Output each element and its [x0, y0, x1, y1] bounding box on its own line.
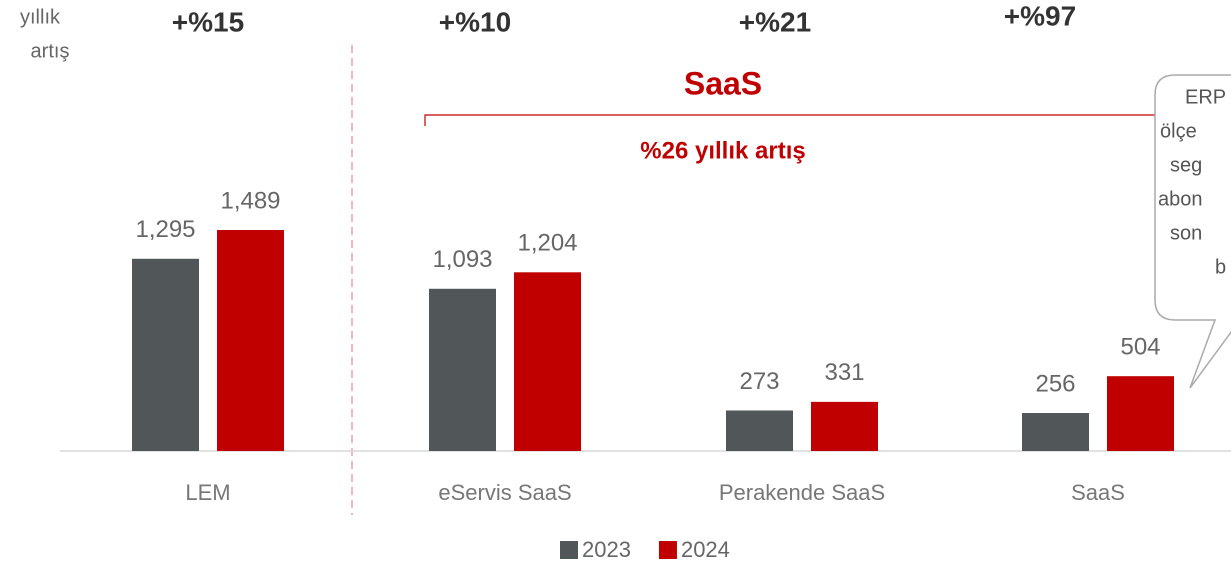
- data-label: 1,204: [517, 230, 577, 257]
- bar: [811, 401, 878, 451]
- x-tick-label: SaaS: [1071, 480, 1125, 505]
- bar: [726, 410, 793, 451]
- data-label: 1,093: [432, 246, 492, 273]
- callout-text: abon: [1158, 188, 1203, 210]
- group-growth: %26 yıllık artış: [640, 137, 805, 164]
- callout-text: ERP: [1185, 86, 1226, 108]
- x-tick-label: Perakende SaaS: [719, 480, 885, 505]
- bar: [217, 230, 284, 451]
- data-label: 1,295: [135, 216, 195, 243]
- callout-box: [1154, 74, 1231, 389]
- x-tick-label: LEM: [185, 480, 230, 505]
- callout-text: ölçe: [1160, 120, 1197, 142]
- legend-swatch: [658, 541, 677, 559]
- data-label: 256: [1035, 370, 1075, 397]
- callout-text: seg: [1170, 154, 1202, 176]
- growth-label: +%15: [172, 6, 244, 37]
- callout-text: b: [1215, 256, 1226, 278]
- growth-label: +%21: [739, 6, 811, 37]
- growth-label: +%10: [439, 6, 511, 37]
- growth-label: +%97: [1004, 0, 1076, 31]
- bar: [132, 258, 199, 451]
- data-label: 331: [824, 359, 864, 386]
- x-tick-label: eServis SaaS: [438, 480, 571, 505]
- legend-label: 2024: [681, 537, 730, 562]
- legend-swatch: [560, 541, 578, 559]
- group-title: SaaS: [684, 65, 762, 101]
- bar: [429, 288, 496, 451]
- data-label: 273: [739, 368, 779, 395]
- data-label: 504: [1120, 334, 1160, 361]
- callout-text: son: [1170, 222, 1202, 244]
- legend-label: 2023: [582, 537, 631, 562]
- bar: [1022, 413, 1089, 451]
- growth-caption: yıllık: [20, 6, 61, 28]
- bar: [1107, 376, 1174, 451]
- data-label: 1,489: [220, 187, 280, 214]
- growth-caption: artış: [31, 40, 70, 62]
- bar: [514, 272, 581, 451]
- bracket: [424, 114, 1181, 126]
